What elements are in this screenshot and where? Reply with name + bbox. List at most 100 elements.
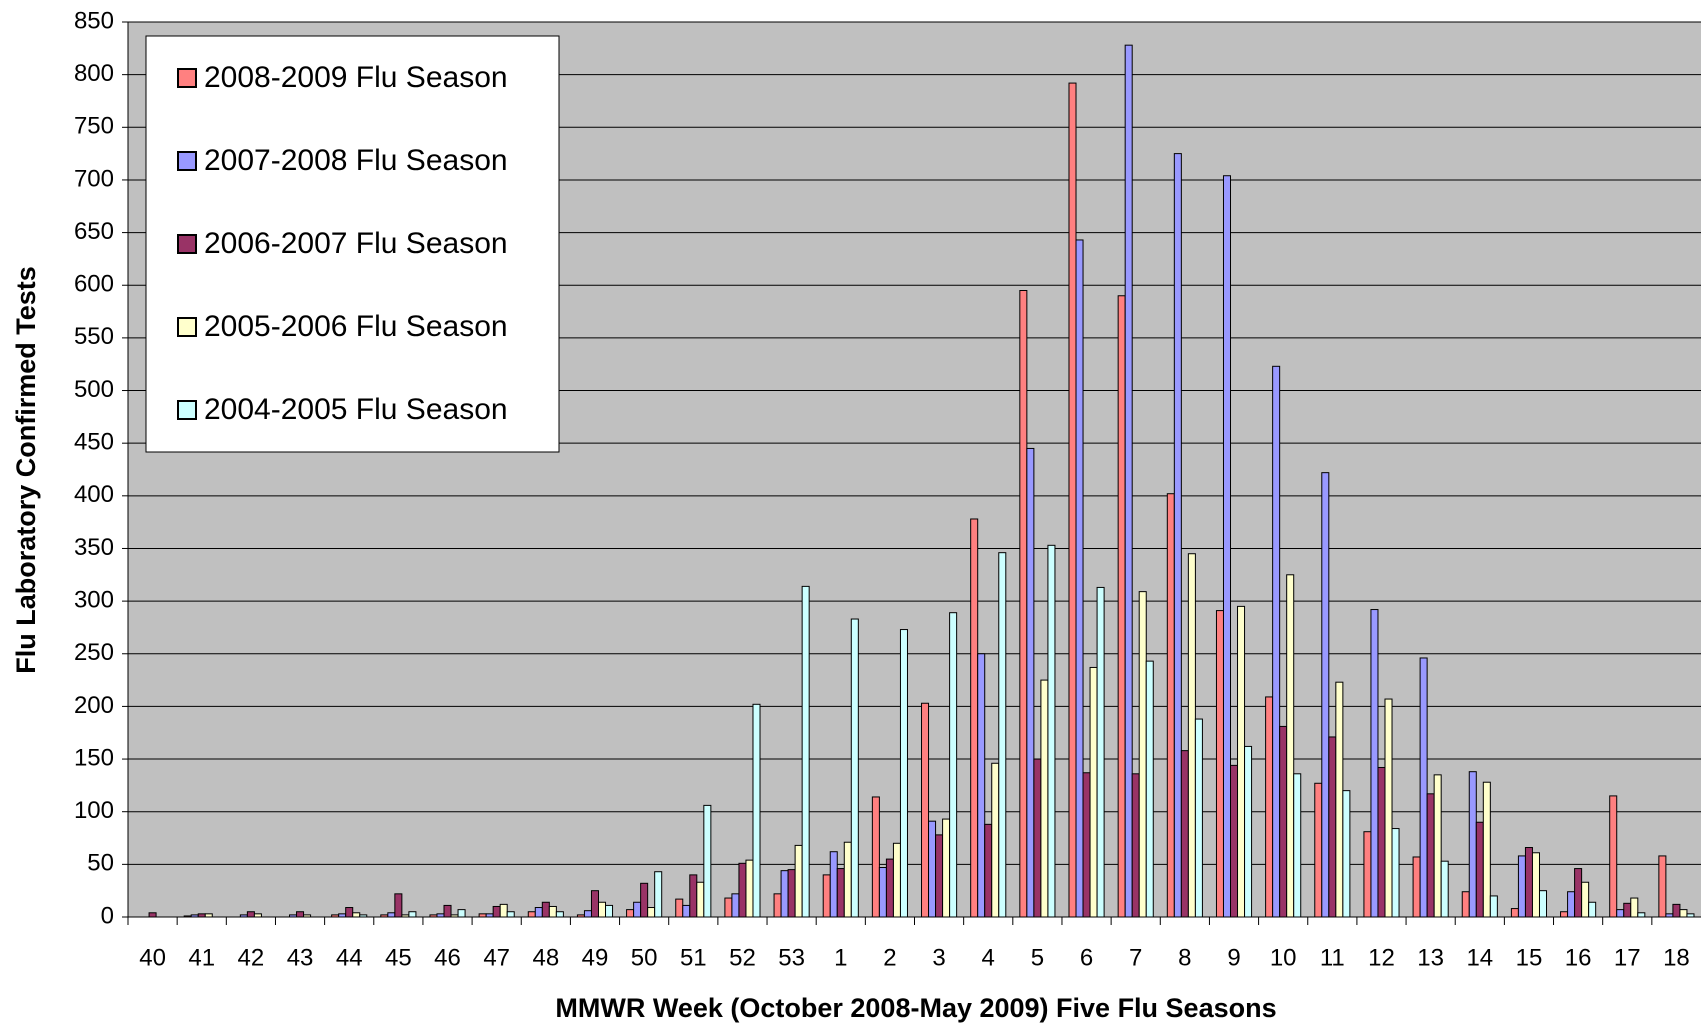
bar	[1124, 44, 1133, 918]
bar	[548, 905, 557, 918]
y-tick-label: 750	[74, 113, 114, 140]
bar	[899, 629, 908, 918]
bar	[1328, 736, 1337, 918]
bar	[1222, 175, 1232, 918]
bar	[1419, 657, 1428, 918]
bar	[1215, 610, 1224, 918]
bar	[499, 903, 508, 918]
bar	[1440, 860, 1449, 918]
bar	[1567, 891, 1576, 918]
bar	[1286, 574, 1295, 918]
bar	[457, 909, 466, 918]
x-axis-title: MMWR Week (October 2008-May 2009) Five F…	[555, 993, 1276, 1023]
bar	[1047, 544, 1056, 918]
x-tick-label: 10	[1270, 944, 1297, 971]
bar	[1433, 774, 1442, 918]
bar	[1075, 239, 1084, 918]
y-tick-label: 100	[74, 797, 114, 824]
y-tick-label: 700	[74, 165, 114, 192]
legend-label: 2004-2005 Flu Season	[204, 393, 508, 426]
bar	[1524, 847, 1533, 918]
bar	[773, 893, 782, 918]
bar	[801, 585, 810, 918]
bar	[1272, 365, 1281, 918]
bar	[296, 911, 305, 918]
legend-label: 2008-2009 Flu Season	[204, 61, 508, 94]
bar	[1630, 897, 1639, 918]
bar	[970, 518, 979, 918]
bar	[1138, 591, 1147, 918]
bar	[1089, 666, 1098, 918]
bar	[724, 897, 733, 918]
bar	[605, 904, 614, 918]
bar	[1314, 782, 1323, 918]
bar	[850, 618, 859, 918]
bar	[1082, 772, 1091, 918]
bar	[527, 911, 536, 918]
y-tick-label: 850	[74, 7, 114, 34]
x-tick-label: 16	[1565, 944, 1592, 971]
bar	[1510, 908, 1519, 918]
x-tick-label: 40	[139, 944, 166, 971]
bar	[682, 904, 691, 918]
bar	[675, 898, 684, 918]
bar	[1468, 771, 1477, 918]
bar	[394, 893, 403, 918]
bar	[352, 912, 361, 918]
bar	[703, 804, 712, 918]
bar	[583, 910, 592, 918]
bar	[871, 796, 880, 918]
x-tick-label: 14	[1466, 944, 1493, 971]
y-tick-label: 50	[87, 850, 114, 877]
bar	[1033, 758, 1042, 918]
y-tick-label: 450	[74, 429, 114, 456]
bar	[696, 881, 705, 918]
bar	[780, 870, 789, 918]
bar	[1026, 447, 1035, 918]
x-tick-label: 4	[982, 944, 995, 971]
bar	[949, 612, 958, 918]
legend-swatch	[177, 151, 197, 171]
bar	[640, 882, 649, 918]
x-tick-label: 41	[188, 944, 215, 971]
x-tick-label: 5	[1031, 944, 1044, 971]
bar	[541, 901, 550, 918]
y-tick-label: 600	[74, 271, 114, 298]
bar	[534, 907, 543, 918]
bar	[387, 912, 396, 918]
legend-label: 2005-2006 Flu Season	[204, 310, 508, 343]
bar	[1237, 605, 1246, 918]
bar	[626, 909, 635, 918]
y-tick-label: 250	[74, 639, 114, 666]
bar	[1475, 821, 1484, 918]
x-tick-label: 3	[932, 944, 945, 971]
bar	[345, 907, 354, 918]
x-tick-label: 51	[680, 944, 707, 971]
bar	[892, 842, 901, 918]
bar	[443, 904, 452, 918]
legend-swatch	[177, 234, 197, 254]
y-tick-label: 500	[74, 376, 114, 403]
bar	[1588, 901, 1597, 918]
x-tick-label: 7	[1129, 944, 1142, 971]
bar	[1370, 609, 1379, 918]
x-tick-label: 42	[238, 944, 265, 971]
bar	[590, 890, 599, 918]
x-tick-label: 44	[336, 944, 363, 971]
x-tick-label: 18	[1663, 944, 1690, 971]
bar	[1194, 718, 1203, 918]
bar	[1637, 912, 1646, 918]
x-tick-label: 48	[532, 944, 559, 971]
x-tick-label: 13	[1417, 944, 1444, 971]
x-tick-label: 45	[385, 944, 412, 971]
bar	[1244, 745, 1253, 918]
bar	[991, 762, 1000, 918]
bar	[1538, 890, 1548, 918]
bar	[1321, 472, 1330, 918]
bar	[1342, 790, 1351, 918]
y-tick-label: 400	[74, 481, 114, 508]
bar	[1377, 766, 1386, 918]
bar	[492, 905, 501, 918]
bar	[1623, 902, 1632, 918]
y-tick-label: 200	[74, 692, 114, 719]
